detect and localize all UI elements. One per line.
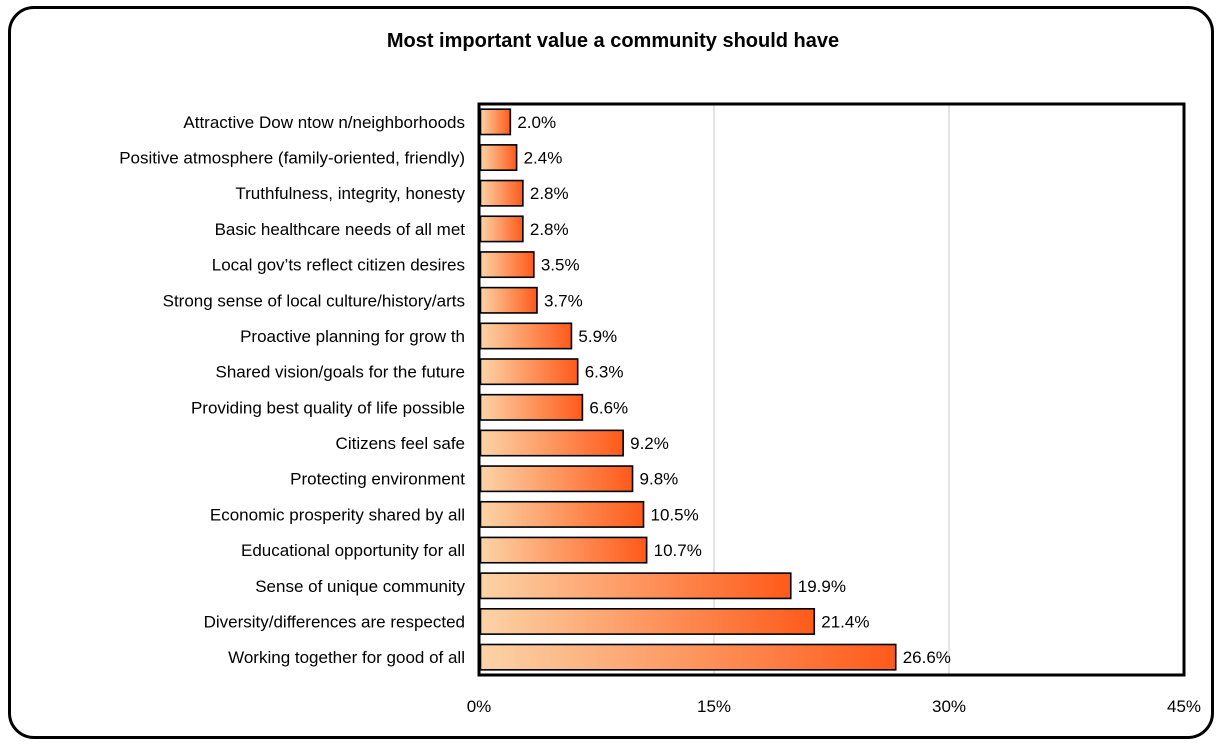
- bar: [479, 643, 897, 671]
- bar: [479, 322, 573, 350]
- category-label: Basic healthcare needs of all met: [215, 220, 466, 239]
- data-label: 2.0%: [517, 113, 556, 132]
- x-tick-label: 30%: [932, 697, 966, 716]
- data-label: 6.3%: [585, 363, 624, 382]
- bar: [479, 465, 634, 493]
- value-labels: 2.0% 2.4% 2.8% 2.8% 3.5% 3.7% 5.9% 6.3% 6.6%9.2%…: [517, 113, 951, 667]
- category-label: Economic prosperity shared by all: [210, 505, 465, 524]
- category-label: Attractive Dow ntow n/neighborhoods: [183, 113, 465, 132]
- data-label: 3.5%: [541, 256, 580, 275]
- bar: [479, 251, 535, 279]
- plot-area: [477, 102, 1186, 677]
- x-tick-label: 45%: [1167, 697, 1201, 716]
- chart-title: Most important value a community should …: [386, 30, 840, 52]
- data-label: 19.9%: [798, 577, 846, 596]
- data-label: 3.7%: [544, 291, 583, 310]
- data-label: 21.4%: [821, 612, 869, 631]
- category-label: Providing best quality of life possible: [191, 398, 465, 417]
- data-label: 6.6%: [589, 398, 628, 417]
- category-label: Sense of unique community: [255, 577, 465, 596]
- data-label: 2.8%: [530, 220, 569, 239]
- category-label: Protecting environment: [290, 470, 465, 489]
- bar: [479, 429, 624, 457]
- data-label: 2.4%: [524, 149, 563, 168]
- category-labels: Attractive Dow ntow n/neighborhoods Posit…: [119, 113, 465, 667]
- category-label: Proactive planning for grow th: [240, 327, 465, 346]
- category-label: Truthfulness, integrity, honesty: [235, 184, 465, 203]
- bar: [479, 215, 524, 243]
- bar: [479, 179, 524, 207]
- x-tick-label: 15%: [697, 697, 731, 716]
- category-label: Diversity/differences are respected: [204, 612, 465, 631]
- bar: [479, 144, 518, 172]
- data-label: 2.8%: [530, 184, 569, 203]
- category-label: Citizens feel safe: [336, 434, 465, 453]
- bar: [479, 393, 584, 421]
- category-label: Positive atmosphere (family-oriented, fr…: [119, 149, 465, 168]
- bar: [479, 607, 816, 635]
- x-axis-ticks: 0% 15% 30% 45%: [467, 697, 1201, 716]
- bar: [479, 536, 648, 564]
- bars: [479, 108, 897, 671]
- bar: [479, 572, 792, 600]
- x-tick-label: 0%: [467, 697, 492, 716]
- data-label: 9.2%: [630, 434, 669, 453]
- bar: [479, 286, 538, 314]
- category-label: Shared vision/goals for the future: [216, 363, 465, 382]
- category-label: Strong sense of local culture/history/ar…: [163, 291, 465, 310]
- category-label: Educational opportunity for all: [241, 541, 465, 560]
- data-label: 10.7%: [654, 541, 702, 560]
- category-label: Local gov’ts reflect citizen desires: [212, 256, 465, 275]
- bar: [479, 500, 645, 528]
- data-label: 9.8%: [640, 470, 679, 489]
- bar: [479, 358, 579, 386]
- data-label: 5.9%: [578, 327, 617, 346]
- data-label: 10.5%: [651, 505, 699, 524]
- category-label: Working together for good of all: [228, 648, 465, 667]
- bar: [479, 108, 512, 136]
- data-label: 26.6%: [903, 648, 951, 667]
